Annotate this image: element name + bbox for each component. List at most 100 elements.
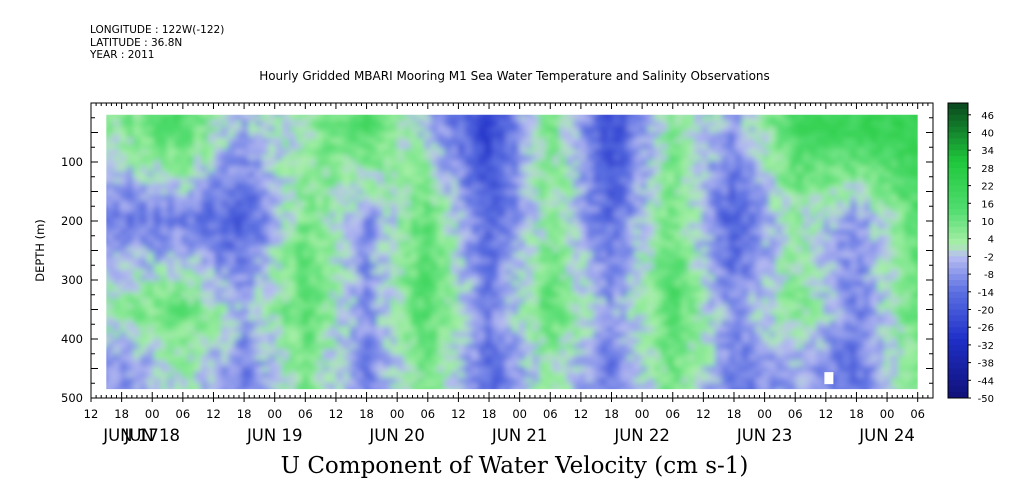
data-cell — [302, 349, 310, 356]
data-cell — [471, 143, 479, 150]
data-cell — [667, 303, 675, 310]
data-cell — [701, 263, 709, 270]
data-cell — [674, 286, 682, 293]
data-cell — [153, 269, 162, 276]
data-cell — [525, 263, 533, 270]
data-cell — [403, 366, 412, 373]
data-cell — [478, 343, 486, 350]
data-cell — [200, 183, 209, 190]
data-cell — [478, 200, 486, 207]
data-cell — [241, 286, 249, 293]
data-cell — [505, 206, 513, 213]
data-cell — [599, 160, 608, 167]
data-cell — [451, 200, 459, 207]
data-cell — [694, 200, 702, 207]
data-cell — [653, 251, 662, 259]
data-cell — [106, 200, 107, 207]
data-cell — [714, 354, 723, 362]
data-cell — [586, 183, 594, 190]
data-cell — [681, 229, 689, 236]
data-cell — [315, 377, 324, 385]
data-cell — [451, 183, 459, 190]
data-cell — [403, 349, 412, 356]
data-cell — [444, 171, 452, 179]
data-cell — [674, 372, 682, 379]
data-cell — [187, 114, 195, 116]
data-cell — [119, 314, 128, 322]
data-cell — [471, 126, 479, 133]
data-cell — [383, 211, 391, 219]
data-cell — [498, 154, 506, 162]
data-cell — [173, 377, 182, 385]
data-cell — [248, 217, 256, 224]
data-cell — [755, 120, 763, 127]
data-cell — [768, 309, 777, 316]
data-cell — [248, 389, 256, 390]
data-cell — [728, 211, 736, 219]
data-cell — [512, 320, 520, 327]
data-cell — [187, 291, 195, 299]
data-cell — [525, 297, 533, 305]
data-cell — [430, 297, 439, 305]
data-cell — [275, 131, 283, 139]
data-cell — [755, 326, 763, 333]
data-cell — [478, 183, 486, 190]
data-cell — [518, 137, 527, 144]
data-cell — [735, 177, 743, 184]
data-cell — [660, 246, 669, 253]
data-cell — [505, 331, 513, 339]
data-cell — [295, 189, 303, 196]
data-cell — [194, 366, 202, 373]
data-cell — [417, 309, 425, 316]
data-cell — [200, 337, 209, 345]
data-cell — [275, 320, 283, 327]
data-cell — [518, 166, 527, 173]
data-cell — [613, 189, 621, 196]
data-cell — [255, 366, 263, 373]
data-cell — [390, 143, 398, 150]
data-cell — [444, 320, 452, 327]
data-cell — [261, 372, 270, 379]
data-cell — [539, 211, 547, 219]
data-cell — [370, 360, 378, 367]
data-cell — [457, 291, 466, 299]
data-cell — [674, 314, 682, 322]
data-cell — [444, 114, 452, 122]
data-cell — [660, 114, 669, 122]
data-cell — [228, 126, 236, 133]
data-cell — [620, 366, 628, 373]
data-cell — [687, 131, 696, 139]
data-cell — [146, 366, 155, 373]
data-cell — [329, 126, 337, 133]
data-cell — [444, 331, 452, 339]
data-cell — [133, 177, 141, 184]
data-cell — [363, 131, 371, 139]
data-cell — [228, 251, 236, 259]
data-cell — [451, 177, 459, 184]
data-cell — [545, 360, 554, 367]
data-cell — [701, 343, 709, 350]
data-cell — [762, 137, 770, 144]
data-cell — [437, 131, 445, 139]
data-cell — [106, 183, 114, 190]
data-cell — [457, 234, 466, 242]
data-cell — [681, 354, 689, 362]
data-cell — [478, 240, 486, 247]
data-cell — [363, 383, 371, 390]
data-cell — [708, 257, 716, 265]
data-cell — [424, 143, 432, 150]
data-cell — [532, 291, 540, 299]
data-cell — [376, 183, 385, 190]
data-cell — [370, 280, 378, 287]
data-cell — [363, 303, 371, 310]
data-cell — [403, 343, 412, 350]
data-cell — [552, 314, 560, 322]
data-cell — [315, 251, 324, 259]
data-cell — [768, 149, 777, 156]
data-cell — [748, 263, 757, 270]
data-cell — [113, 354, 121, 362]
data-cell — [518, 229, 527, 236]
data-cell — [498, 274, 506, 282]
data-cell — [140, 314, 148, 322]
data-cell — [160, 314, 168, 322]
